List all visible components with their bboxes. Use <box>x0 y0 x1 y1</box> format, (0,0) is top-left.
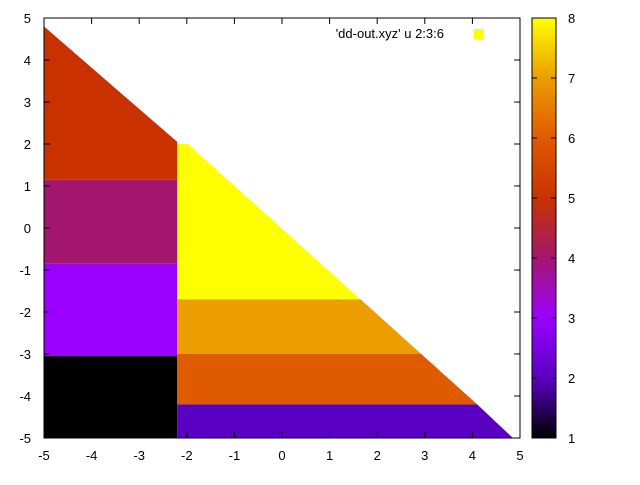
region-value-2 <box>177 404 513 438</box>
colorbar-tick-label: 5 <box>568 191 575 206</box>
x-tick-label: 0 <box>278 448 285 463</box>
colorbar-tick-label: 8 <box>568 11 575 26</box>
colorbar-tick-label: 4 <box>568 251 575 266</box>
x-tick-label: -2 <box>181 448 193 463</box>
y-tick-label: 2 <box>24 137 31 152</box>
heatmap-cells <box>44 26 513 438</box>
colorbar-tick-label: 2 <box>568 371 575 386</box>
y-tick-label: -1 <box>19 263 31 278</box>
y-tick-label: 5 <box>24 11 31 26</box>
legend: 'dd-out.xyz' u 2:3:6 <box>336 26 484 41</box>
y-tick-label: -2 <box>19 305 31 320</box>
y-tick-label: 3 <box>24 95 31 110</box>
x-tick-label: 2 <box>374 448 381 463</box>
x-tick-label: -5 <box>38 448 50 463</box>
legend-swatch <box>474 29 484 39</box>
colorbar-tick-label: 7 <box>568 71 575 86</box>
x-tick-label: 4 <box>469 448 476 463</box>
region-value-8 <box>177 144 361 300</box>
x-tick-label: -3 <box>133 448 145 463</box>
y-tick-label: -3 <box>19 347 31 362</box>
axis-ticks: -5 -4 -3 -2 -1 0 1 2 3 4 5 -5 -4 -3 -2 -1 0 1 2 3 4 5 <box>19 11 523 463</box>
y-tick-label: 1 <box>24 179 31 194</box>
colorbar: 1 2 3 4 5 6 7 8 <box>531 11 575 446</box>
colorbar-tick-label: 1 <box>568 431 575 446</box>
x-tick-label: 3 <box>421 448 428 463</box>
legend-label: 'dd-out.xyz' u 2:3:6 <box>336 26 444 41</box>
region-value-3 <box>44 263 178 357</box>
y-tick-label: -5 <box>19 431 31 446</box>
colorbar-tick-label: 3 <box>568 311 575 326</box>
region-value-5-upper-left <box>44 26 178 180</box>
y-tick-label: 0 <box>24 221 31 236</box>
colorbar-gradient <box>531 17 557 439</box>
x-tick-label: -1 <box>229 448 241 463</box>
region-value-1 <box>44 356 178 438</box>
region-value-4 <box>44 179 178 264</box>
colorbar-tick-label: 6 <box>568 131 575 146</box>
region-value-7 <box>177 299 422 354</box>
x-tick-label: 1 <box>326 448 333 463</box>
x-tick-label: 5 <box>516 448 523 463</box>
region-value-6 <box>177 354 478 405</box>
x-tick-label: -4 <box>86 448 98 463</box>
y-tick-label: 4 <box>24 53 31 68</box>
y-tick-label: -4 <box>19 389 31 404</box>
